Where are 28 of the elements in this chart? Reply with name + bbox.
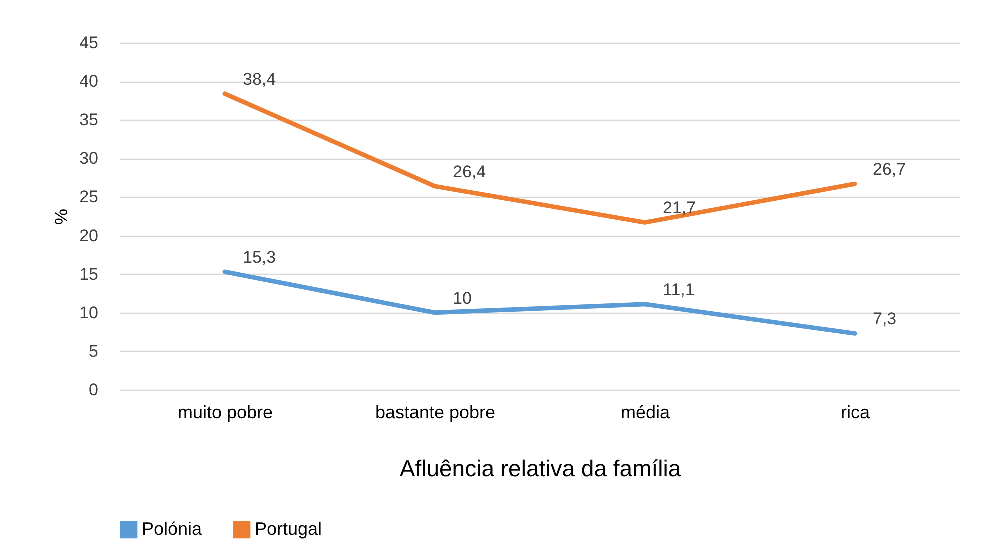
data-label: 38,4 — [243, 70, 276, 89]
y-tick-label: 5 — [89, 342, 98, 361]
data-label: 15,3 — [243, 248, 276, 268]
data-label: 11,1 — [663, 280, 695, 300]
data-label: 26,7 — [873, 160, 906, 180]
x-tick-label: muito pobre — [178, 402, 274, 422]
x-tick-label: bastante pobre — [375, 402, 496, 422]
data-label: 26,4 — [453, 162, 486, 182]
y-tick-label: 0 — [89, 380, 98, 400]
legend-label: Polónia — [142, 519, 204, 539]
y-tick-label: 30 — [80, 149, 98, 168]
legend-label: Portugal — [255, 519, 322, 539]
x-tick-label: média — [620, 402, 671, 422]
data-label: 10 — [453, 288, 472, 308]
line-series — [222, 92, 858, 225]
y-axis-title: % — [52, 208, 72, 226]
y-tick-label: 40 — [80, 72, 98, 92]
y-tick-label: 25 — [80, 188, 98, 207]
line-series — [222, 270, 858, 336]
y-tick-label: 35 — [80, 110, 98, 130]
x-tick-label: rica — [840, 402, 871, 422]
y-tick-label: 45 — [80, 34, 98, 52]
x-axis-title: Afluência relativa da família — [400, 456, 682, 482]
y-tick-label: 10 — [80, 303, 98, 322]
y-tick-label: 15 — [80, 264, 98, 284]
y-tick-label: 20 — [80, 226, 98, 246]
data-label: 7,3 — [873, 310, 897, 329]
data-label: 21,7 — [663, 198, 696, 218]
